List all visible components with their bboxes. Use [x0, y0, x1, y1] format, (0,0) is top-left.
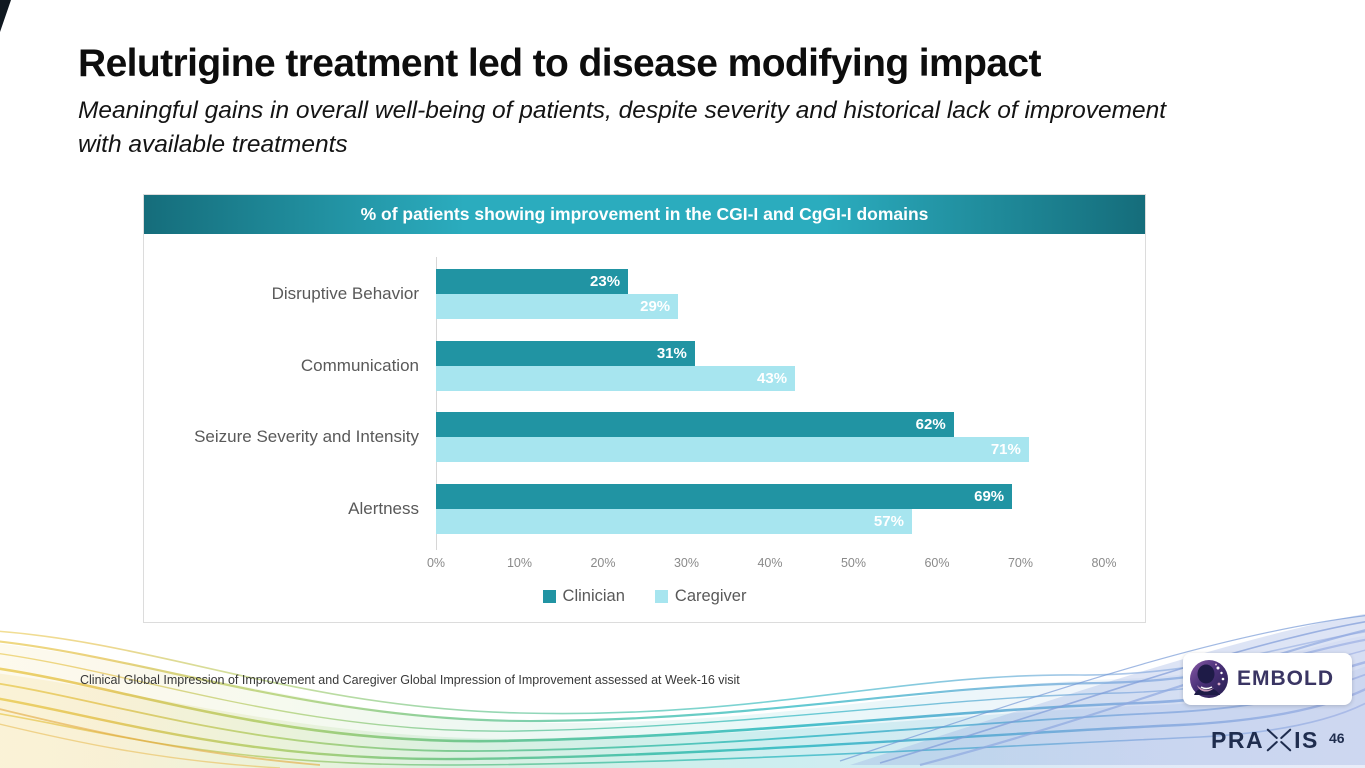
- bar-clinician-communication: 31%: [436, 341, 695, 366]
- bar-caregiver-disruptive-behavior: 29%: [436, 294, 679, 319]
- embold-logo-text: EMBOLD: [1237, 667, 1334, 690]
- praxis-logo-text-post: IS: [1294, 726, 1319, 753]
- bar-value-label: 62%: [915, 416, 946, 433]
- x-axis-tick-label: 30%: [673, 556, 700, 570]
- x-axis-tick-label: 80%: [1091, 556, 1117, 570]
- embold-logo: EMBOLD: [1183, 653, 1352, 705]
- category-label-seizure-severity-and-intensity: Seizure Severity and Intensity: [194, 427, 419, 446]
- bar-value-label: 31%: [656, 345, 687, 362]
- legend-label: Caregiver: [674, 587, 747, 605]
- footnote: Clinical Global Impression of Improvemen…: [80, 673, 740, 687]
- x-axis-tick-label: 60%: [924, 556, 950, 570]
- praxis-x-icon: [1266, 728, 1292, 752]
- x-axis-tick-label: 40%: [757, 556, 783, 570]
- chart-legend: Clinician Caregiver: [144, 587, 1145, 606]
- bar-clinician-alertness: 69%: [436, 484, 1013, 509]
- category-label-communication: Communication: [300, 356, 419, 375]
- bar-clinician-disruptive-behavior: 23%: [436, 269, 629, 294]
- praxis-logo: PRA IS: [1211, 724, 1319, 756]
- legend-swatch-caregiver: [654, 590, 668, 603]
- legend-label: Clinician: [562, 587, 625, 605]
- bar-value-label: 23%: [590, 273, 621, 290]
- praxis-logo-text-pre: PRA: [1211, 726, 1265, 753]
- x-axis-tick-label: 70%: [1007, 556, 1034, 570]
- chart-card: % of patients showing improvement in the…: [143, 194, 1146, 623]
- legend-item-caregiver: Caregiver: [654, 587, 747, 606]
- category-label-disruptive-behavior: Disruptive Behavior: [271, 284, 419, 303]
- bar-caregiver-communication: 43%: [436, 366, 796, 391]
- bar-clinician-seizure-severity-and-intensity: 62%: [436, 412, 954, 437]
- bar-value-label: 43%: [757, 370, 788, 387]
- x-axis-tick-label: 10%: [506, 556, 533, 570]
- slide-title: Relutrigine treatment led to disease mod…: [78, 42, 1042, 85]
- bar-value-label: 71%: [990, 441, 1021, 458]
- bar-value-label: 29%: [640, 298, 671, 315]
- bar-value-label: 69%: [974, 488, 1005, 505]
- category-label-alertness: Alertness: [348, 499, 419, 518]
- x-axis-tick-label: 20%: [590, 556, 616, 570]
- corner-accent-triangle: [0, 0, 11, 32]
- bar-value-label: 57%: [873, 513, 904, 530]
- y-axis-line: [436, 257, 437, 550]
- bar-caregiver-seizure-severity-and-intensity: 71%: [436, 437, 1029, 462]
- chart-plot: Disruptive Behavior 23% 29% Communication 31…: [144, 234, 1145, 622]
- x-axis-tick-label: 0%: [426, 556, 446, 570]
- x-axis-tick-label: 50%: [840, 556, 867, 570]
- chart-title-banner: % of patients showing improvement in the…: [144, 195, 1145, 234]
- legend-item-clinician: Clinician: [542, 587, 625, 606]
- embold-logo-icon: [1190, 660, 1228, 698]
- legend-swatch-clinician: [542, 590, 556, 603]
- page-number: 46: [1329, 730, 1345, 746]
- bar-caregiver-alertness: 57%: [436, 509, 912, 534]
- slide-subtitle: Meaningful gains in overall well-being o…: [78, 97, 1167, 158]
- wave-decoration: [0, 613, 1365, 768]
